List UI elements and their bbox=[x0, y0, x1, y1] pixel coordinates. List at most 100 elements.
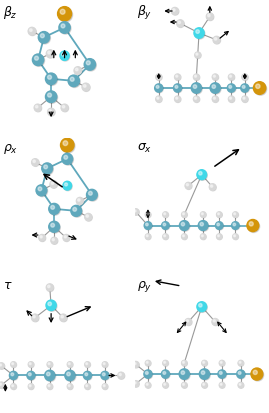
Circle shape bbox=[39, 33, 51, 44]
Circle shape bbox=[86, 363, 88, 365]
Circle shape bbox=[67, 362, 73, 367]
Circle shape bbox=[61, 138, 74, 152]
Text: $\rho_{x}$: $\rho_{x}$ bbox=[3, 142, 18, 156]
Circle shape bbox=[0, 382, 5, 389]
Circle shape bbox=[213, 36, 220, 43]
Circle shape bbox=[202, 383, 208, 388]
Circle shape bbox=[239, 361, 241, 363]
Circle shape bbox=[146, 223, 148, 226]
Circle shape bbox=[182, 361, 187, 366]
Circle shape bbox=[103, 363, 105, 365]
Circle shape bbox=[194, 75, 197, 77]
Circle shape bbox=[199, 304, 202, 307]
Circle shape bbox=[63, 235, 70, 242]
Circle shape bbox=[203, 383, 205, 385]
Circle shape bbox=[156, 96, 162, 102]
Circle shape bbox=[45, 370, 55, 381]
Circle shape bbox=[134, 210, 136, 212]
Circle shape bbox=[254, 83, 267, 95]
Circle shape bbox=[85, 362, 90, 367]
Circle shape bbox=[155, 84, 163, 92]
Circle shape bbox=[33, 55, 45, 66]
Circle shape bbox=[163, 223, 166, 226]
Circle shape bbox=[217, 234, 222, 240]
Circle shape bbox=[198, 302, 207, 312]
Circle shape bbox=[119, 373, 121, 376]
Circle shape bbox=[200, 370, 210, 380]
Circle shape bbox=[194, 28, 204, 38]
Circle shape bbox=[47, 362, 53, 368]
Circle shape bbox=[176, 75, 178, 77]
Circle shape bbox=[199, 369, 210, 379]
Circle shape bbox=[179, 221, 189, 230]
Circle shape bbox=[60, 315, 67, 322]
Circle shape bbox=[49, 204, 60, 215]
Circle shape bbox=[182, 212, 187, 218]
Circle shape bbox=[229, 97, 235, 102]
Circle shape bbox=[84, 59, 95, 70]
Circle shape bbox=[27, 371, 35, 380]
Circle shape bbox=[213, 319, 219, 325]
Circle shape bbox=[193, 85, 197, 88]
Circle shape bbox=[133, 361, 139, 368]
Circle shape bbox=[173, 9, 175, 11]
Circle shape bbox=[213, 97, 219, 102]
Circle shape bbox=[51, 238, 58, 244]
Circle shape bbox=[201, 234, 206, 240]
Circle shape bbox=[33, 160, 35, 163]
Circle shape bbox=[229, 85, 232, 88]
Circle shape bbox=[47, 50, 54, 58]
Circle shape bbox=[242, 74, 248, 81]
Circle shape bbox=[162, 222, 170, 230]
Circle shape bbox=[186, 183, 192, 190]
Circle shape bbox=[77, 198, 84, 205]
Circle shape bbox=[200, 223, 203, 226]
Circle shape bbox=[50, 180, 57, 188]
Circle shape bbox=[233, 234, 238, 239]
Circle shape bbox=[46, 50, 54, 57]
Circle shape bbox=[60, 314, 67, 321]
Circle shape bbox=[242, 85, 245, 88]
Circle shape bbox=[46, 92, 58, 103]
Circle shape bbox=[40, 236, 42, 238]
Circle shape bbox=[179, 369, 189, 379]
Text: $\rho_{y}$: $\rho_{y}$ bbox=[137, 279, 153, 294]
Circle shape bbox=[118, 372, 124, 379]
Circle shape bbox=[144, 222, 152, 229]
Circle shape bbox=[37, 186, 48, 197]
Circle shape bbox=[217, 223, 220, 226]
Circle shape bbox=[182, 234, 187, 239]
Circle shape bbox=[27, 372, 36, 380]
Circle shape bbox=[162, 370, 170, 379]
Circle shape bbox=[247, 219, 259, 232]
Circle shape bbox=[51, 237, 57, 244]
Circle shape bbox=[29, 385, 31, 387]
Circle shape bbox=[201, 212, 206, 218]
Circle shape bbox=[35, 104, 42, 112]
Circle shape bbox=[75, 67, 82, 75]
Circle shape bbox=[146, 383, 151, 388]
Circle shape bbox=[48, 51, 50, 54]
Circle shape bbox=[181, 371, 185, 375]
Circle shape bbox=[86, 215, 89, 217]
Circle shape bbox=[83, 84, 90, 91]
Circle shape bbox=[68, 385, 70, 387]
Circle shape bbox=[49, 109, 51, 112]
Circle shape bbox=[45, 371, 56, 382]
Circle shape bbox=[145, 222, 152, 230]
Circle shape bbox=[182, 212, 187, 217]
Circle shape bbox=[48, 302, 51, 306]
Circle shape bbox=[172, 8, 179, 15]
Circle shape bbox=[237, 370, 245, 378]
Circle shape bbox=[68, 363, 70, 365]
Circle shape bbox=[72, 206, 82, 217]
Circle shape bbox=[67, 384, 73, 389]
Circle shape bbox=[146, 361, 151, 366]
Circle shape bbox=[63, 154, 73, 165]
Circle shape bbox=[51, 223, 55, 227]
Circle shape bbox=[186, 319, 192, 325]
Circle shape bbox=[28, 362, 34, 367]
Circle shape bbox=[70, 77, 74, 81]
Circle shape bbox=[133, 362, 139, 368]
Circle shape bbox=[156, 74, 162, 81]
